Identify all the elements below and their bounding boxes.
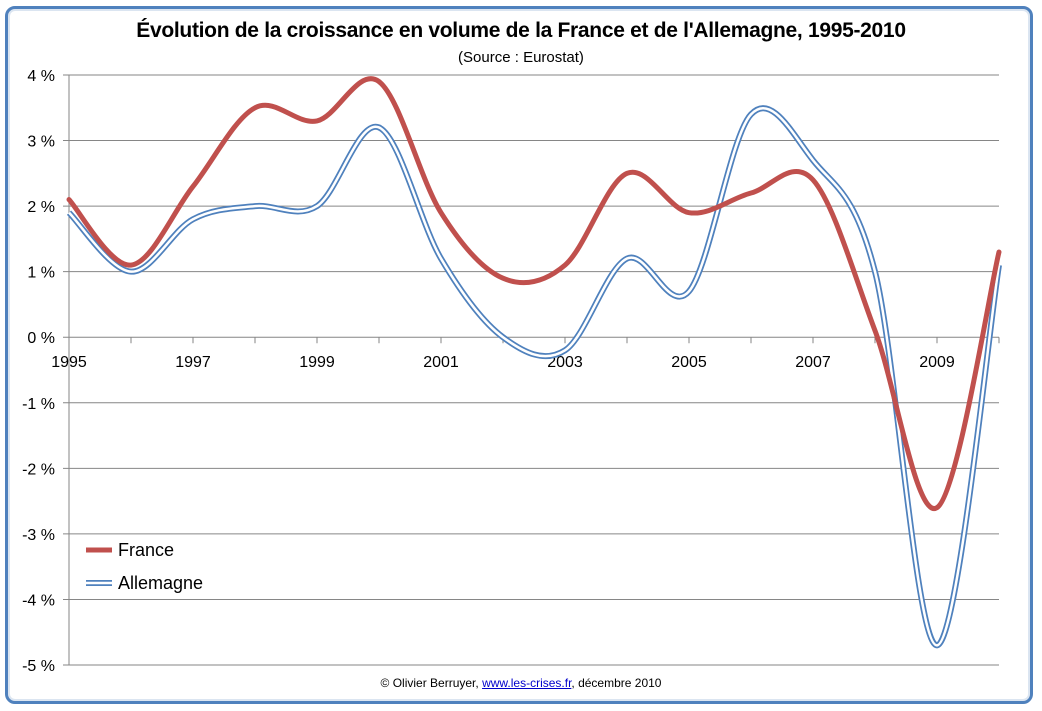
chart-subtitle: (Source : Eurostat)	[458, 49, 584, 66]
y-tick-label: 4 %	[27, 68, 55, 85]
x-tick-label: 2003	[547, 354, 583, 371]
y-tick-label: -4 %	[22, 592, 55, 609]
legend-allemagne-label: Allemagne	[118, 573, 203, 593]
y-tick-label: -2 %	[22, 461, 55, 478]
x-tick-label: 2007	[795, 354, 831, 371]
x-tick-label: 2005	[671, 354, 707, 371]
x-tick-label: 2001	[423, 354, 459, 371]
series-allemagne-line	[66, 105, 1002, 649]
y-tick-label: 0 %	[27, 330, 55, 347]
legend-france-label: France	[118, 540, 174, 560]
chart-frame	[5, 6, 1033, 704]
footer-link[interactable]: www.les-crises.fr	[482, 676, 572, 690]
x-tick-label: 1999	[299, 354, 335, 371]
y-tick-label: 1 %	[27, 265, 55, 282]
y-tick-label: -5 %	[22, 658, 55, 675]
footer-date: , décembre 2010	[571, 676, 662, 690]
footer-copyright: © Olivier Berruyer,	[380, 676, 483, 690]
footer-credit: © Olivier Berruyer, www.les-crises.fr, d…	[0, 676, 1042, 690]
y-tick-label: 3 %	[27, 134, 55, 151]
series-france-line	[66, 76, 1002, 511]
chart-title: Évolution de la croissance en volume de …	[136, 19, 906, 42]
y-tick-label: -3 %	[22, 527, 55, 544]
x-tick-label: 2009	[919, 354, 955, 371]
y-tick-label: -1 %	[22, 396, 55, 413]
x-tick-label: 1997	[175, 354, 211, 371]
y-tick-label: 2 %	[27, 199, 55, 216]
series-allemagne-line-inner	[68, 106, 1001, 647]
x-tick-label: 1995	[51, 354, 87, 371]
